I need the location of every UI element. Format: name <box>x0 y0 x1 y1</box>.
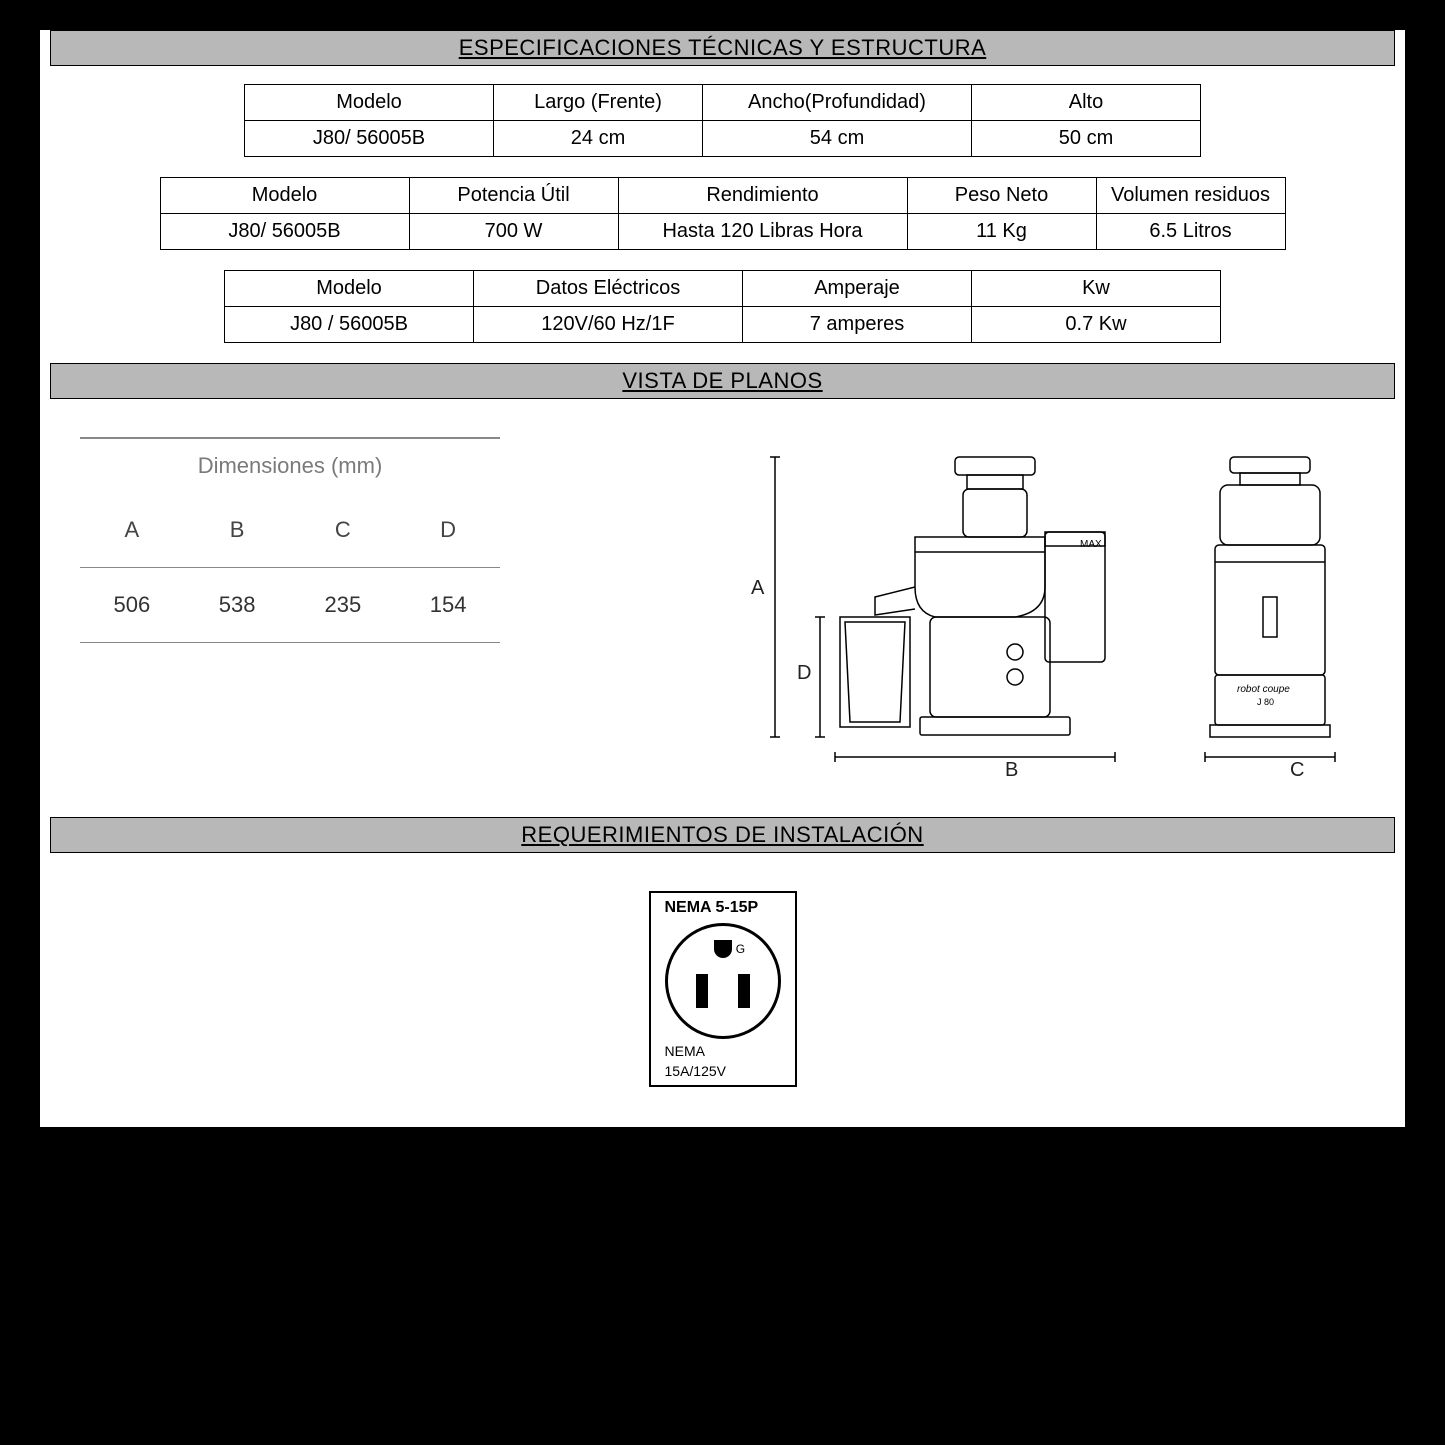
juicer-side-svg: MAX <box>745 437 1145 777</box>
model-label: J 80 <box>1257 697 1274 707</box>
section-title-specs: ESPECIFICACIONES TÉCNICAS Y ESTRUCTURA <box>50 30 1395 66</box>
th-modelo2: Modelo <box>160 178 409 214</box>
dim-h-a: A <box>80 493 184 568</box>
td-modelo: J80/ 56005B <box>245 121 494 157</box>
technical-drawings: MAX A D B <box>745 437 1365 777</box>
td-ancho: 54 cm <box>703 121 972 157</box>
section-title-planos: VISTA DE PLANOS <box>50 363 1395 399</box>
dim-v-d: 154 <box>396 568 500 643</box>
td-modelo2: J80/ 56005B <box>160 214 409 250</box>
plug-slot-right <box>738 974 750 1008</box>
dimensions-table: A B C D 506 538 235 154 <box>80 493 500 643</box>
th-peso: Peso Neto <box>907 178 1096 214</box>
th-datos: Datos Eléctricos <box>474 271 743 307</box>
dim-h-c: C <box>290 493 396 568</box>
td-potencia: 700 W <box>409 214 618 250</box>
td-modelo3: J80 / 56005B <box>225 307 474 343</box>
table-dimensions-external: Modelo Largo (Frente) Ancho(Profundidad)… <box>244 84 1201 157</box>
dimensions-table-wrap: Dimensiones (mm) A B C D 506 538 235 154 <box>80 437 500 643</box>
th-modelo3: Modelo <box>225 271 474 307</box>
dim-h-d: D <box>396 493 500 568</box>
th-alto: Alto <box>972 85 1201 121</box>
td-datos: 120V/60 Hz/1F <box>474 307 743 343</box>
dim-h-b: B <box>184 493 290 568</box>
table-electrical: Modelo Datos Eléctricos Amperaje Kw J80 … <box>224 270 1221 343</box>
table-power-perf: Modelo Potencia Útil Rendimiento Peso Ne… <box>160 177 1286 250</box>
drawing-side-view: MAX A D B <box>745 437 1145 777</box>
td-kw: 0.7 Kw <box>972 307 1221 343</box>
plug-ground-pin <box>714 940 732 958</box>
th-ancho: Ancho(Profundidad) <box>703 85 972 121</box>
plug-sub2: 15A/125V <box>665 1063 781 1079</box>
th-modelo: Modelo <box>245 85 494 121</box>
td-amperaje: 7 amperes <box>743 307 972 343</box>
plug-slot-left <box>696 974 708 1008</box>
th-kw: Kw <box>972 271 1221 307</box>
td-volumen: 6.5 Litros <box>1096 214 1285 250</box>
spec-sheet-page: ESPECIFICACIONES TÉCNICAS Y ESTRUCTURA M… <box>40 30 1405 1127</box>
plug-face-icon: G <box>665 923 781 1039</box>
planos-row: Dimensiones (mm) A B C D 506 538 235 154 <box>50 417 1395 817</box>
th-volumen: Volumen residuos <box>1096 178 1285 214</box>
dim-label-d: D <box>797 662 811 685</box>
td-rendimiento: Hasta 120 Libras Hora <box>618 214 907 250</box>
juicer-front-svg: robot coupe J 80 <box>1175 437 1365 777</box>
plug-diagram-wrap: NEMA 5-15P G NEMA 15A/125V <box>50 871 1395 1107</box>
td-largo: 24 cm <box>494 121 703 157</box>
plug-title: NEMA 5-15P <box>665 899 781 917</box>
th-potencia: Potencia Útil <box>409 178 618 214</box>
drawing-front-view: robot coupe J 80 C <box>1175 437 1365 777</box>
brand-label: robot coupe <box>1237 684 1290 695</box>
dim-v-b: 538 <box>184 568 290 643</box>
td-alto: 50 cm <box>972 121 1201 157</box>
td-peso: 11 Kg <box>907 214 1096 250</box>
dim-label-b: B <box>1005 759 1018 782</box>
section-title-install: REQUERIMIENTOS DE INSTALACIÓN <box>50 817 1395 853</box>
dimensions-title: Dimensiones (mm) <box>80 437 500 493</box>
plug-sub1: NEMA <box>665 1043 781 1059</box>
dim-label-c: C <box>1290 759 1304 782</box>
dim-label-a: A <box>751 577 764 600</box>
th-rendimiento: Rendimiento <box>618 178 907 214</box>
th-largo: Largo (Frente) <box>494 85 703 121</box>
th-amperaje: Amperaje <box>743 271 972 307</box>
max-label: MAX <box>1080 539 1102 550</box>
dim-v-a: 506 <box>80 568 184 643</box>
plug-box: NEMA 5-15P G NEMA 15A/125V <box>649 891 797 1087</box>
dim-v-c: 235 <box>290 568 396 643</box>
plug-ground-label: G <box>736 942 745 956</box>
